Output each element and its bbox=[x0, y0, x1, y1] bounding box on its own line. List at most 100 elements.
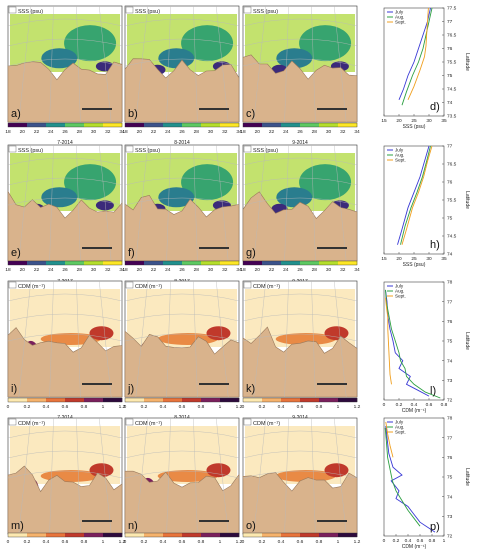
colorbar-tick: 26 bbox=[179, 129, 185, 135]
colorbar-tick: 0 bbox=[7, 404, 10, 410]
colorbar-tick: 0 bbox=[242, 539, 245, 545]
colorbar-segment bbox=[243, 533, 263, 537]
colorbar-segment bbox=[243, 261, 263, 265]
grid-line bbox=[311, 280, 316, 398]
title-swatch bbox=[125, 145, 134, 153]
scale-bar bbox=[82, 520, 112, 522]
colorbar-segment bbox=[300, 261, 320, 265]
y-tick-label: 75 bbox=[447, 339, 453, 345]
colorbar-segment bbox=[144, 261, 164, 265]
grid-line bbox=[242, 38, 358, 47]
grid-line bbox=[216, 5, 229, 123]
colorbar-segment bbox=[65, 398, 85, 402]
colorbar-segment bbox=[46, 123, 66, 127]
colorbar-tick: 30 bbox=[326, 267, 332, 273]
legend-label: Sept. bbox=[395, 20, 406, 25]
colorbar-segment bbox=[84, 398, 104, 402]
panel-letter: i) bbox=[11, 383, 17, 395]
grid-line bbox=[253, 5, 266, 123]
grid-line bbox=[7, 58, 123, 67]
panel-letter: b) bbox=[128, 108, 138, 120]
y-tick-label: 72 bbox=[447, 398, 453, 404]
colorbar-segment bbox=[182, 261, 202, 265]
colorbar-tick: 24 bbox=[283, 267, 289, 273]
colorbar-segment bbox=[319, 123, 339, 127]
colorbar-tick: 28 bbox=[77, 129, 83, 135]
title-swatch bbox=[243, 281, 252, 289]
grid-line bbox=[253, 144, 266, 262]
grid-line bbox=[124, 293, 240, 302]
colorbar-tick: 0.6 bbox=[297, 539, 304, 545]
x-tick-label: 30 bbox=[426, 118, 432, 124]
colorbar-tick: 18 bbox=[122, 129, 128, 135]
colorbar-segment bbox=[201, 261, 221, 265]
colorbar-segment bbox=[163, 398, 183, 402]
land-area bbox=[7, 61, 123, 123]
grid-line bbox=[216, 417, 229, 535]
map-panel: CDM (m⁻¹)o)9-2017 bbox=[242, 417, 358, 535]
colorbar-tick: 18 bbox=[240, 129, 246, 135]
colorbar-tick: 0.4 bbox=[160, 404, 167, 410]
x-tick-label: 0.8 bbox=[429, 538, 436, 544]
panel-letter: a) bbox=[11, 108, 21, 120]
colorbar-tick: 34 bbox=[119, 267, 125, 273]
colorbar-tick: 30 bbox=[91, 129, 97, 135]
title-swatch bbox=[8, 418, 17, 426]
colorbar-tick: 34 bbox=[119, 129, 125, 135]
x-tick-label: 0 bbox=[383, 402, 386, 408]
y-tick-label: 76.5 bbox=[447, 33, 457, 39]
y-tick-label: 75 bbox=[447, 216, 453, 222]
x-tick-label: 0.2 bbox=[396, 402, 403, 408]
colorbar-tick: 22 bbox=[34, 267, 40, 273]
cdm-blob bbox=[275, 470, 336, 482]
grid-line bbox=[18, 280, 31, 398]
grid-line bbox=[166, 417, 171, 535]
sss-blob bbox=[64, 164, 117, 201]
colorbar-tick: 0.6 bbox=[297, 404, 304, 410]
grid-line bbox=[135, 417, 148, 535]
cdm-blob bbox=[89, 326, 114, 341]
y-tick-label: 73 bbox=[447, 514, 453, 520]
colorbar-segment bbox=[281, 261, 301, 265]
panel-title: SSS (psu) bbox=[135, 9, 160, 15]
grid-line bbox=[124, 430, 240, 439]
panel-title: SSS (psu) bbox=[135, 148, 160, 154]
grid-line bbox=[166, 280, 171, 398]
colorbar-tick: 0.4 bbox=[278, 539, 285, 545]
colorbar-frame bbox=[242, 122, 358, 128]
colorbar-segment bbox=[144, 123, 164, 127]
grid-line bbox=[242, 157, 358, 166]
series-line-sept bbox=[407, 7, 429, 100]
grid-line bbox=[242, 333, 358, 342]
sss-blob bbox=[41, 187, 78, 208]
panel-title: SSS (psu) bbox=[253, 148, 278, 154]
y-tick-label: 77 bbox=[447, 435, 453, 441]
colorbar-segment bbox=[8, 533, 28, 537]
colorbar-tick: 24 bbox=[165, 267, 171, 273]
grid-line bbox=[18, 144, 31, 262]
colorbar-segment bbox=[338, 261, 358, 265]
colorbar-segment bbox=[8, 398, 28, 402]
sss-blob bbox=[95, 200, 114, 211]
scale-bar bbox=[199, 247, 229, 249]
y-tick-label: 74.5 bbox=[447, 87, 457, 93]
colorbar-tick: 24 bbox=[48, 267, 54, 273]
x-tick-label: 35 bbox=[441, 256, 447, 262]
colorbar-tick: 32 bbox=[105, 129, 111, 135]
colorbar-segment bbox=[84, 261, 104, 265]
x-tick-label: 0.6 bbox=[417, 538, 424, 544]
colorbar-tick: 1.2 bbox=[119, 404, 126, 410]
cdm-blob bbox=[324, 326, 349, 341]
colorbar-tick: 0 bbox=[7, 539, 10, 545]
panel-title: SSS (psu) bbox=[18, 9, 43, 15]
sss-blob bbox=[181, 25, 234, 62]
land-area bbox=[242, 472, 358, 535]
colorbar: 18 20 22 24 26 28 30 32 34 bbox=[240, 122, 360, 135]
colorbar-segment bbox=[65, 123, 85, 127]
colorbar-frame bbox=[242, 260, 358, 266]
colorbar-tick: 32 bbox=[340, 267, 346, 273]
scale-bar bbox=[199, 108, 229, 110]
